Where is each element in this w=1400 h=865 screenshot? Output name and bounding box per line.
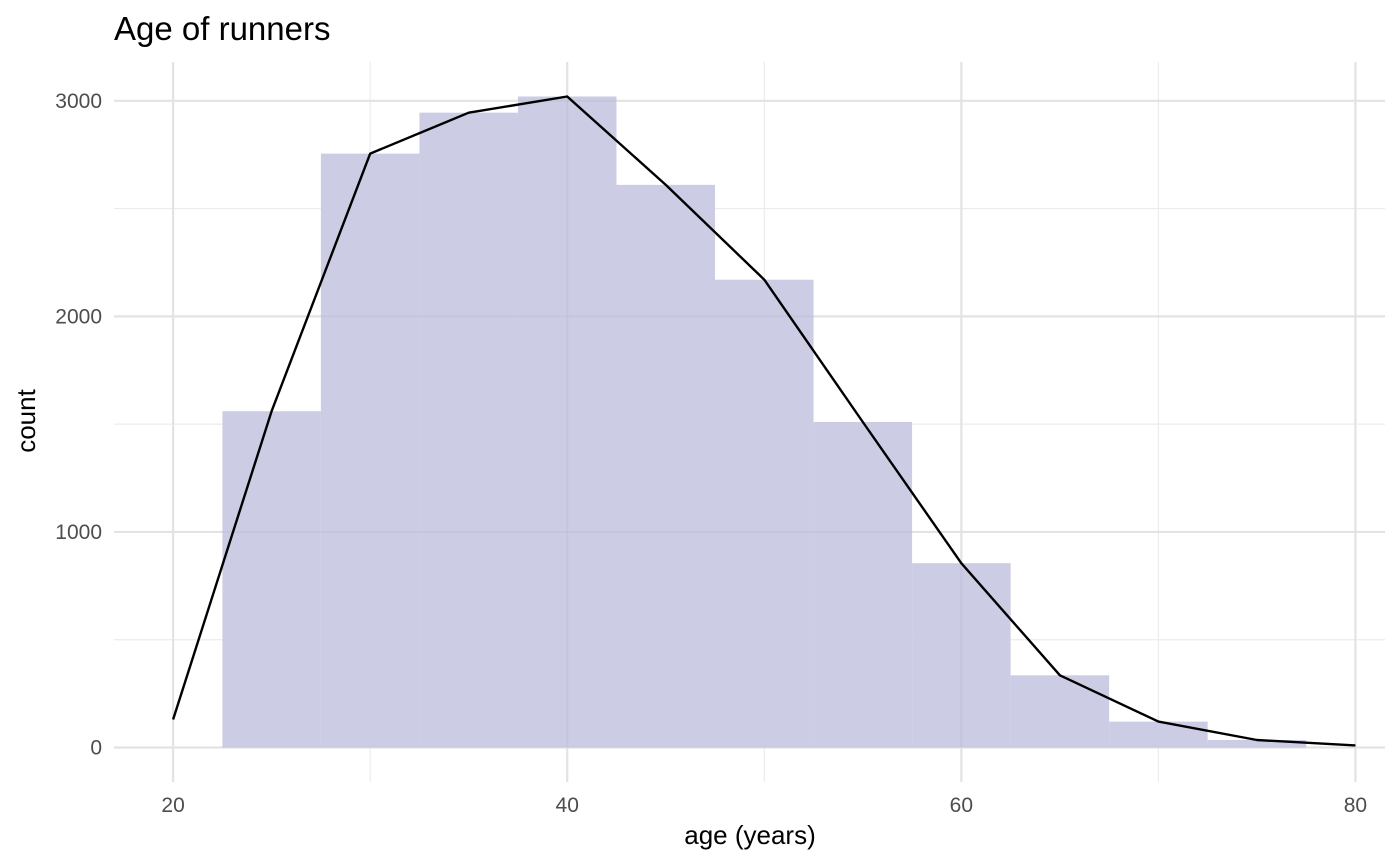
histogram-bar-70	[1109, 721, 1208, 748]
histogram-bars	[222, 96, 1307, 748]
x-tick-label-20: 20	[161, 794, 184, 817]
histogram-bar-35	[419, 112, 518, 748]
y-axis: 0 1000 2000 3000 count	[11, 90, 102, 760]
y-tick-label-2000: 2000	[55, 305, 102, 328]
histogram-bar-30	[320, 153, 420, 748]
y-tick-label-3000: 3000	[55, 90, 102, 113]
frequency-line	[171, 95, 1356, 747]
histogram-bar-75	[1207, 739, 1307, 748]
chart-title: Age of runners	[114, 10, 330, 47]
y-tick-label-0: 0	[90, 737, 102, 760]
plot-area	[114, 62, 1385, 782]
histogram-bar-55	[813, 422, 913, 748]
x-axis-title: age (years)	[684, 820, 816, 850]
x-tick-label-80: 80	[1344, 794, 1367, 817]
histogram-bar-50	[715, 279, 814, 748]
x-tick-label-40: 40	[556, 794, 579, 817]
histogram-bar-45	[616, 184, 716, 748]
histogram-bar-65	[1010, 675, 1110, 748]
histogram-bar-25	[222, 411, 321, 748]
histogram-bar-40	[517, 96, 617, 748]
x-axis: 20 40 60 80 age (years)	[161, 794, 1367, 850]
y-tick-labels: 0 1000 2000 3000	[55, 90, 102, 760]
y-axis-title: count	[11, 388, 41, 452]
frequency-line-layer	[171, 95, 1356, 747]
x-tick-label-60: 60	[950, 794, 973, 817]
y-tick-label-1000: 1000	[55, 521, 102, 544]
histogram-bar-60	[912, 563, 1011, 748]
x-tick-labels: 20 40 60 80	[161, 794, 1367, 817]
